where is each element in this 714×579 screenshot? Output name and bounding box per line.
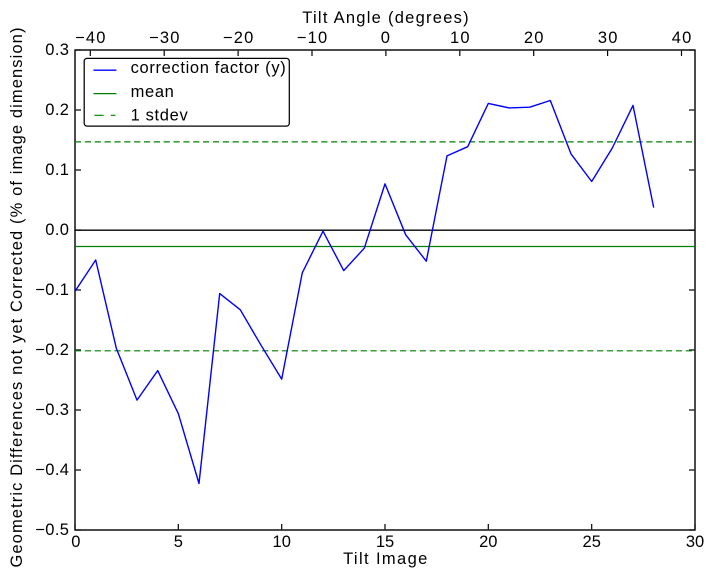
svg-text:40: 40 (672, 29, 693, 47)
svg-text:mean: mean (131, 83, 175, 101)
svg-text:Tilt Image: Tilt Image (343, 550, 429, 568)
svg-text:−0.1: −0.1 (35, 281, 69, 299)
svg-text:15: 15 (376, 533, 394, 551)
svg-text:−20: −20 (223, 29, 255, 47)
svg-text:−40: −40 (75, 29, 107, 47)
svg-text:0.0: 0.0 (45, 221, 69, 239)
svg-text:10: 10 (273, 533, 291, 551)
svg-text:10: 10 (450, 29, 471, 47)
svg-text:correction factor (y): correction factor (y) (131, 59, 287, 77)
svg-text:0.3: 0.3 (45, 41, 69, 59)
svg-text:−0.2: −0.2 (35, 341, 69, 359)
svg-text:1 stdev: 1 stdev (131, 107, 189, 125)
svg-text:30: 30 (686, 533, 704, 551)
svg-text:Geometric Differences not yet: Geometric Differences not yet Corrected … (8, 26, 26, 567)
svg-text:−0.4: −0.4 (35, 461, 69, 479)
svg-text:20: 20 (524, 29, 545, 47)
svg-text:−0.5: −0.5 (35, 521, 69, 539)
svg-text:−10: −10 (297, 29, 329, 47)
svg-text:30: 30 (598, 29, 619, 47)
svg-text:−0.3: −0.3 (35, 401, 69, 419)
svg-text:−30: −30 (149, 29, 181, 47)
svg-text:0: 0 (381, 29, 391, 47)
svg-text:0: 0 (71, 533, 80, 551)
svg-text:Tilt Angle (degrees): Tilt Angle (degrees) (302, 9, 470, 27)
svg-text:0.2: 0.2 (45, 101, 69, 119)
svg-text:20: 20 (479, 533, 497, 551)
svg-text:5: 5 (174, 533, 183, 551)
svg-text:0.1: 0.1 (45, 161, 69, 179)
svg-text:25: 25 (583, 533, 601, 551)
